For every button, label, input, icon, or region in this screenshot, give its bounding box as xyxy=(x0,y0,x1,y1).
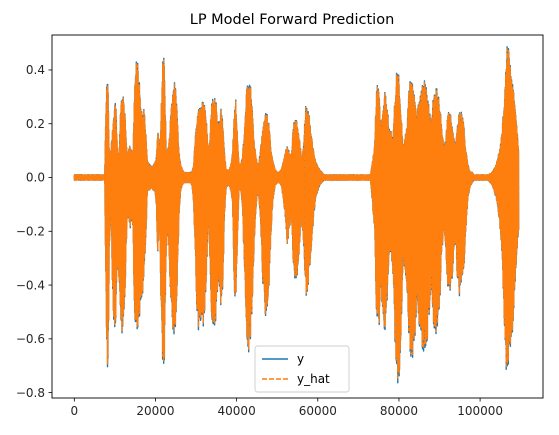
y-tick-label: 0.2 xyxy=(26,117,45,131)
legend: y y_hat xyxy=(254,345,350,393)
x-tick-label: 60000 xyxy=(299,404,337,418)
x-tick-label: 20000 xyxy=(136,404,174,418)
y-tick-label: 0.0 xyxy=(26,171,45,185)
chart-title: LP Model Forward Prediction xyxy=(190,12,395,28)
legend-label: y_hat xyxy=(297,372,330,386)
x-tick-label: 0 xyxy=(70,404,78,418)
x-tick-label: 100000 xyxy=(457,404,503,418)
legend-label: y xyxy=(297,352,304,366)
x-axis: 0 20000 40000 60000 80000 100000 xyxy=(70,398,503,418)
y-tick-label: −0.8 xyxy=(16,386,45,400)
series-line-y-hat xyxy=(73,48,520,381)
series-layer xyxy=(73,46,520,384)
y-axis: −0.8 −0.6 −0.4 −0.2 0.0 0.2 0.4 xyxy=(16,63,52,400)
plot-frame xyxy=(51,34,544,399)
y-tick-label: 0.4 xyxy=(26,63,45,77)
legend-box xyxy=(254,345,350,393)
x-tick-label: 40000 xyxy=(218,404,256,418)
y-tick-label: −0.2 xyxy=(16,224,45,238)
y-tick-label: −0.4 xyxy=(16,278,45,292)
x-tick-label: 80000 xyxy=(380,404,418,418)
y-tick-label: −0.6 xyxy=(16,332,45,346)
